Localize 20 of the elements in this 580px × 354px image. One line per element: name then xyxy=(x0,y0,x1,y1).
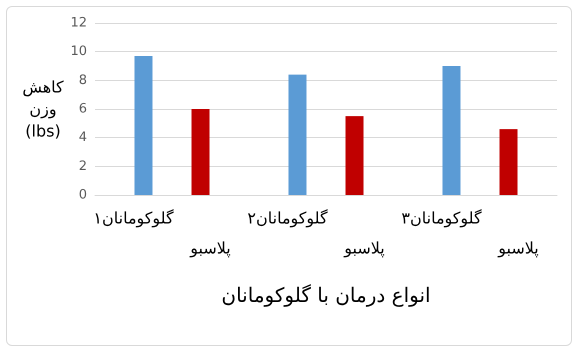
y-tick-label: 0 xyxy=(78,188,87,202)
bar xyxy=(134,56,152,195)
x-axis-title: انواع درمان با گلوکومانان xyxy=(221,283,431,307)
bar xyxy=(346,116,364,195)
y-tick-label: 4 xyxy=(78,130,87,146)
y-tick-label: 12 xyxy=(70,16,87,30)
y-tick-label: 6 xyxy=(78,102,87,116)
bar xyxy=(192,109,210,195)
bar xyxy=(500,129,518,195)
x-tick-label: پلاسبو xyxy=(343,238,385,258)
x-tick-label: گلوکومانان۲ xyxy=(247,208,328,228)
y-tick-label: 2 xyxy=(78,158,87,174)
x-tick-label: گلوکومانان۱ xyxy=(93,208,174,228)
x-tick-label: گلوکومانان۳ xyxy=(401,208,482,228)
x-tick-label: پلاسبو xyxy=(189,238,231,258)
x-tick-label: پلاسبو xyxy=(497,238,539,258)
bar xyxy=(442,66,460,195)
y-tick-label: 10 xyxy=(70,44,87,60)
bar xyxy=(288,74,306,195)
y-tick-label: 8 xyxy=(78,72,87,88)
